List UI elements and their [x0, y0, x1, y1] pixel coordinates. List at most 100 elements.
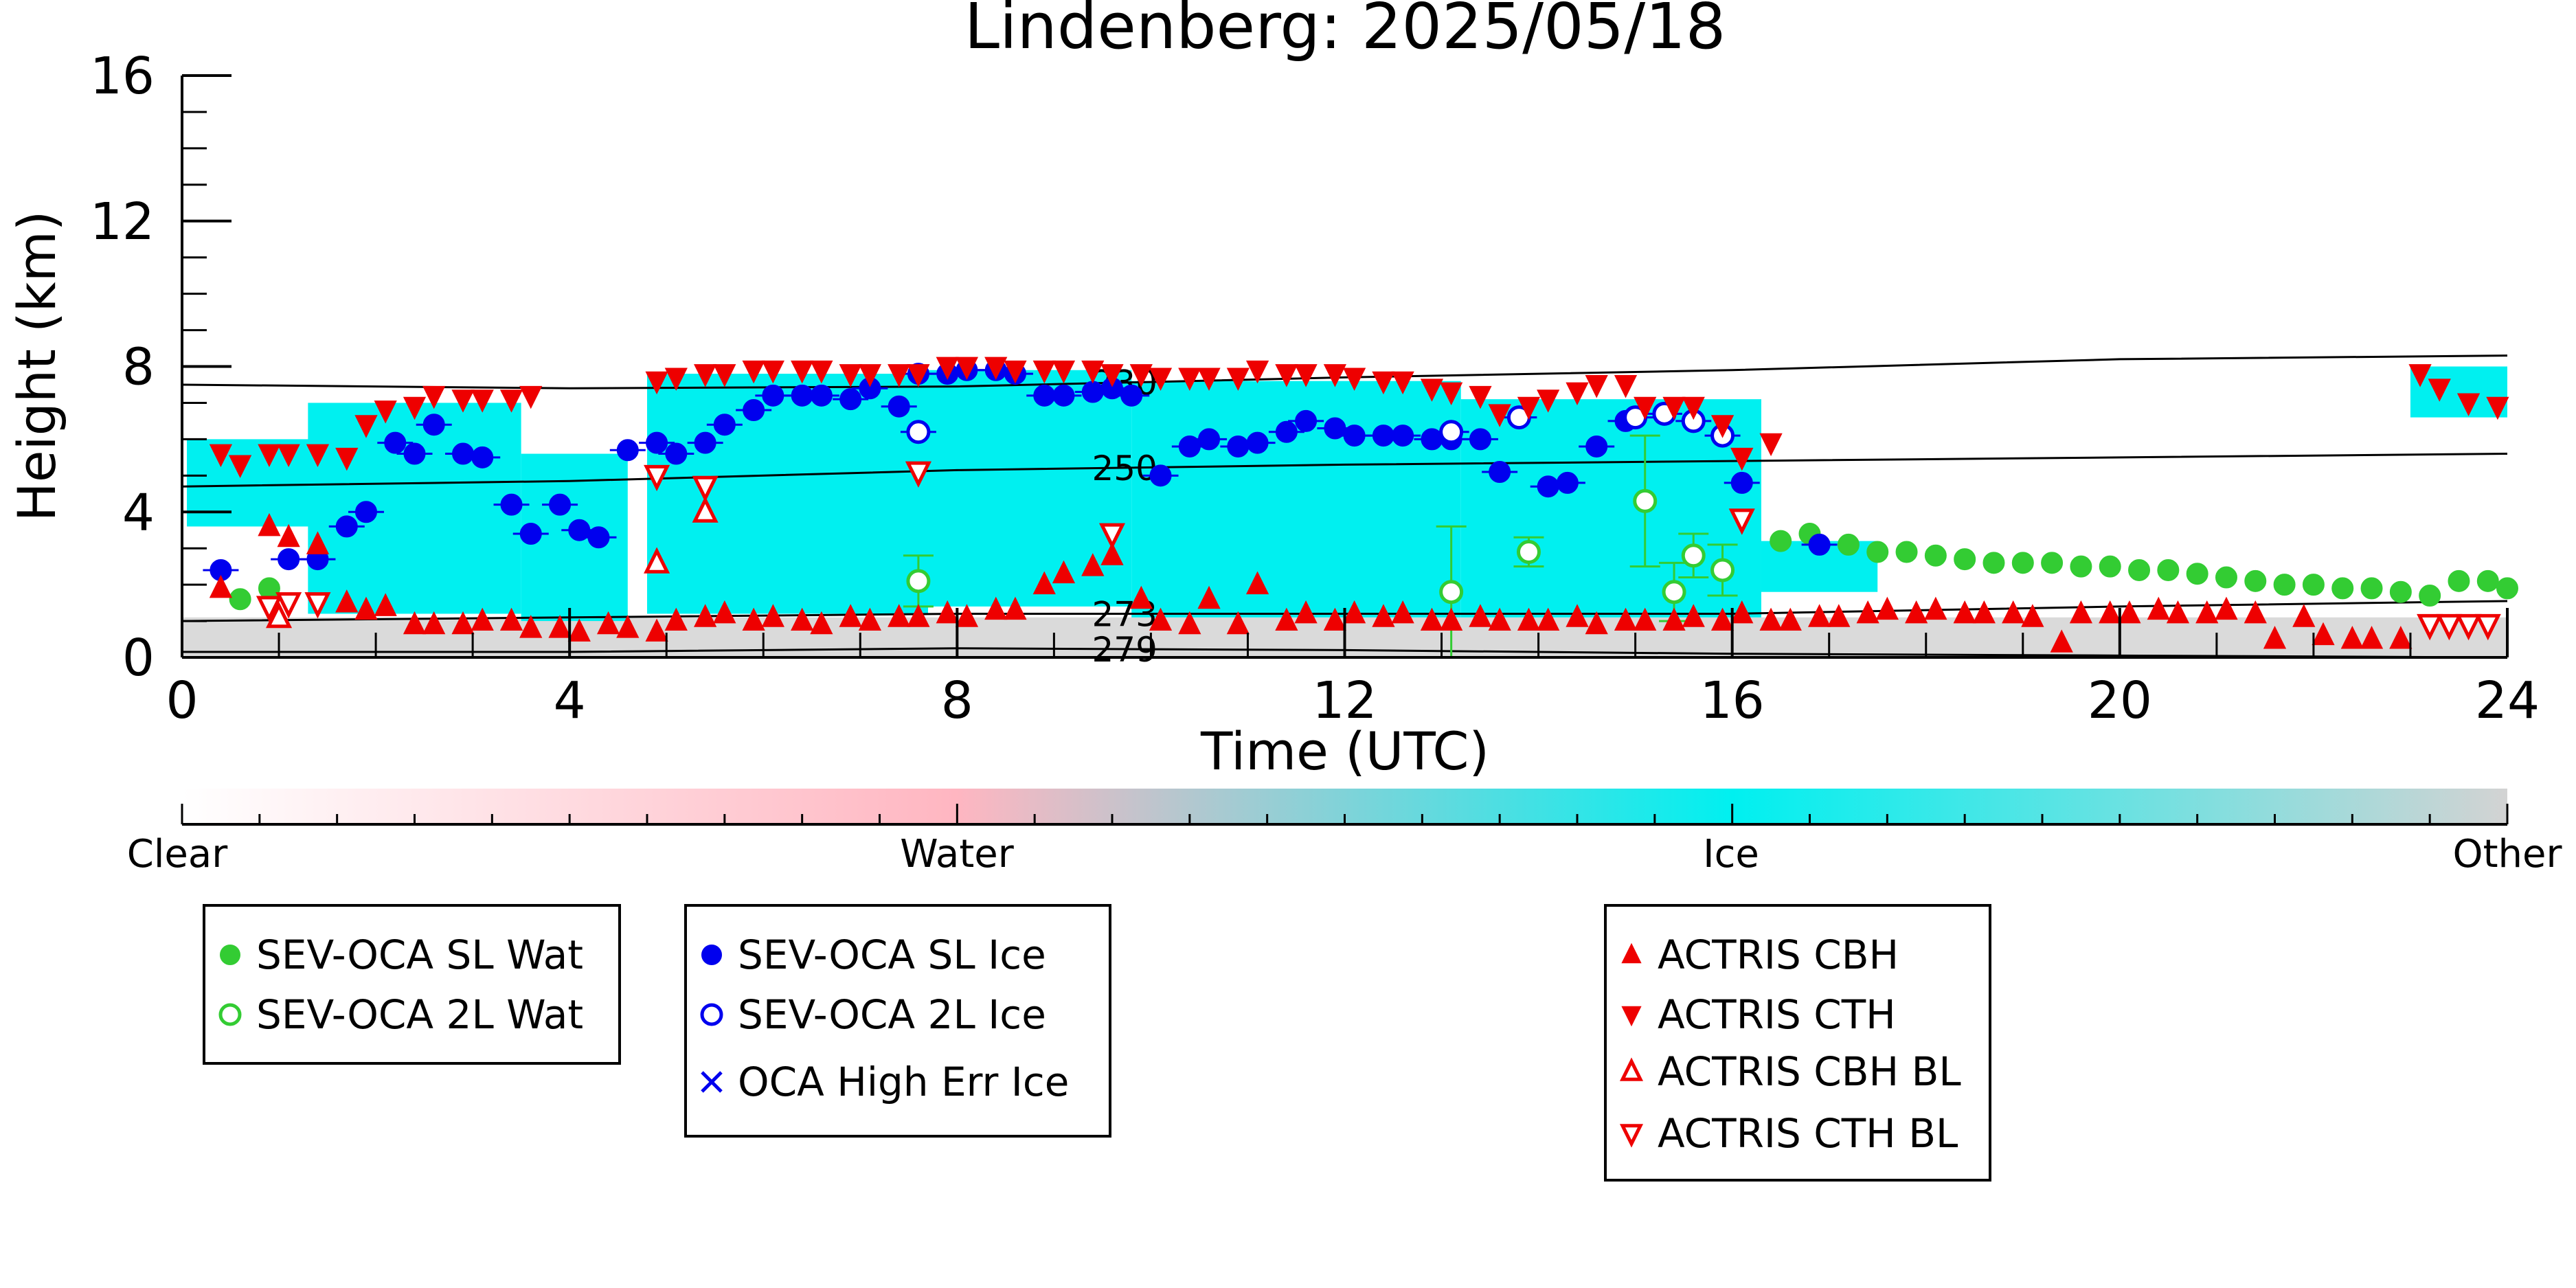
- sev-oca-sl-ice-point: [1585, 435, 1608, 457]
- legend-marker-sev-oca-2l-ice: [700, 1003, 723, 1026]
- actris-cth-point: [1710, 415, 1735, 438]
- sev-oca-sl-wat-point: [2215, 566, 2237, 589]
- sev-oca-sl-ice-point: [549, 493, 572, 516]
- actris-cth-point: [1342, 368, 1366, 391]
- actris-cth-point: [1469, 385, 1492, 409]
- actris-cbh-point: [1032, 571, 1056, 595]
- actris-cbh-point: [1323, 607, 1347, 631]
- actris-cth-point: [1585, 375, 1608, 398]
- sev-oca-sl-wat-point: [2070, 555, 2092, 578]
- sev-oca-sl-ice-point: [335, 515, 358, 538]
- actris-cbh-point: [2147, 596, 2170, 620]
- sev-oca-sl-ice-point: [471, 446, 494, 468]
- actris-cbh-point: [907, 604, 930, 627]
- actris-cbh-point: [761, 604, 784, 627]
- actris-cbh-point: [277, 523, 300, 547]
- sev-oca-sl-wat-point: [2186, 563, 2208, 585]
- actris-cbh-point: [888, 604, 911, 627]
- legend-marker-actris-cth: [1621, 1006, 1642, 1027]
- actris-cth-point: [1323, 364, 1347, 387]
- actris-cth-point: [664, 368, 688, 391]
- actris-cbh-point: [2002, 600, 2025, 624]
- actris-cth-point: [354, 415, 378, 438]
- actris-cbh-point: [1662, 607, 1686, 631]
- sev-oca-sl-wat-point: [2128, 558, 2151, 581]
- legend-entries: SEV-OCA SL Wat SEV-OCA 2L Wat SEV-OCA SL I…: [218, 931, 1961, 1157]
- x-tick-label: 16: [1700, 671, 1765, 730]
- actris-cth-point: [1566, 382, 1589, 406]
- actris-cth-point: [1391, 371, 1414, 395]
- actris-cth-point: [422, 385, 446, 409]
- sev-oca-sl-ice-point: [1469, 428, 1491, 451]
- actris-cbh-point: [519, 615, 543, 638]
- actris-cbh-point: [354, 596, 378, 620]
- actris-cbh-point: [451, 611, 475, 635]
- sev-oca-sl-ice-point: [278, 548, 300, 571]
- actris-cbh-point: [567, 618, 591, 642]
- actris-cth-bl-point: [644, 464, 670, 492]
- legend-marker-oca-high-err-ice: [701, 1071, 723, 1093]
- actris-cbh-point: [2389, 626, 2413, 649]
- sev-oca-sl-ice-point: [422, 414, 445, 436]
- actris-cbh-point: [664, 607, 688, 631]
- sev-oca-sl-ice-point: [1392, 425, 1414, 447]
- sev-oca-sl-wat-point: [1770, 530, 1792, 552]
- actris-cbh-point: [2312, 622, 2335, 646]
- actris-cbh-point: [810, 611, 833, 635]
- sev-oca-sl-ice-point: [1198, 428, 1221, 451]
- actris-cbh-point: [403, 611, 427, 635]
- actris-cth-point: [1052, 360, 1076, 384]
- sev-oca-sl-ice-point: [839, 388, 862, 411]
- actris-cth-point: [499, 389, 523, 413]
- actris-cth-bl-point: [2417, 613, 2443, 641]
- actris-cbh-point: [1517, 607, 1541, 631]
- actris-cbh-point: [422, 611, 446, 635]
- actris-cth-point: [2486, 396, 2509, 420]
- actris-cth-bl-point: [275, 592, 302, 619]
- actris-cbh-bl-point: [644, 547, 670, 574]
- actris-cbh-point: [1197, 585, 1221, 609]
- sev-oca-sl-wat-point: [2099, 555, 2121, 578]
- sev-oca-sl-ice-point: [713, 414, 736, 436]
- sev-oca-sl-wat-point: [2389, 580, 2412, 603]
- actris-cth-bl-point: [2455, 613, 2482, 641]
- legend-box-water: [203, 904, 621, 1065]
- actris-cth-bl-point: [1728, 508, 1755, 535]
- actris-cbh-point: [839, 604, 862, 627]
- actris-cbh-point: [713, 600, 736, 624]
- actris-cth-point: [374, 400, 397, 424]
- legend-label-sev-oca-2l-wat: SEV-OCA 2L Wat: [256, 991, 583, 1038]
- actris-cbh-point: [1710, 607, 1735, 631]
- actris-cth-point: [306, 444, 330, 468]
- contour-line-230: [181, 354, 2508, 389]
- actris-cbh-point: [2215, 596, 2238, 620]
- actris-cbh-point: [1807, 604, 1831, 627]
- actris-cbh-point: [1245, 571, 1269, 595]
- legend-label-actris-cbh: ACTRIS CBH: [1658, 931, 1899, 978]
- actris-cth-point: [1440, 382, 1463, 406]
- sev-oca-sl-ice-point: [1081, 381, 1104, 403]
- sev-oca-sl-ice-point: [1343, 425, 1366, 447]
- x-tick-label: 0: [166, 671, 198, 730]
- sev-oca-sl-ice-point: [762, 384, 784, 407]
- actris-cbh-point: [742, 607, 765, 631]
- actris-cbh-point: [2340, 626, 2364, 649]
- actris-cbh-point: [2263, 626, 2287, 649]
- sev-oca-sl-ice-point: [1808, 533, 1831, 556]
- sev-oca-sl-ice-point: [694, 431, 716, 454]
- actris-cth-point: [2456, 393, 2481, 416]
- actris-cth-point: [1537, 389, 1560, 413]
- actris-cth-point: [1614, 375, 1638, 398]
- sev-oca-sl-wat-point: [2041, 552, 2064, 574]
- sev-oca-sl-ice-point: [1295, 409, 1318, 432]
- actris-cbh-point: [2021, 604, 2044, 627]
- actris-cbh-point: [1391, 600, 1414, 624]
- actris-cbh-point: [335, 589, 359, 613]
- sev-oca-2l-ice-point: [1439, 420, 1464, 444]
- actris-cth-point: [277, 444, 300, 468]
- sev-oca-sl-wat-point: [2419, 585, 2441, 607]
- actris-cbh-point: [616, 615, 640, 638]
- sev-oca-sl-ice-point: [1120, 384, 1143, 407]
- x-tick-label: 20: [2088, 671, 2152, 730]
- actris-cth-point: [1517, 396, 1541, 420]
